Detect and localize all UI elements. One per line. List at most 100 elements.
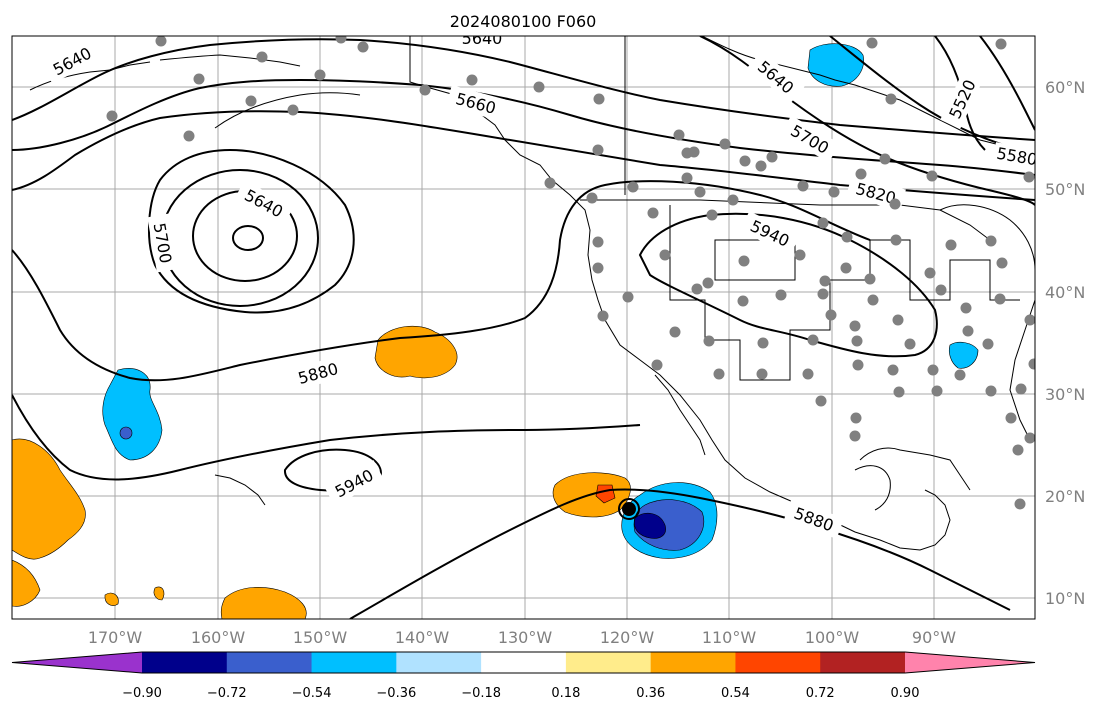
- contour-low-center: [232, 225, 264, 251]
- contour-5460: [979, 36, 1035, 131]
- station-dot: [885, 93, 897, 105]
- lon-label-170w: 170°W: [88, 628, 143, 647]
- station-dot: [256, 51, 268, 63]
- station-dot: [855, 168, 867, 180]
- colorbar-segment: [396, 652, 482, 673]
- label-bg-7: [446, 85, 506, 121]
- station-dot: [533, 81, 545, 93]
- alaska-peninsula: [214, 92, 361, 129]
- blue-anomaly-gulf: [948, 341, 979, 369]
- great-lakes-line: [939, 204, 1035, 271]
- station-dot: [889, 198, 901, 210]
- contour-5700: [12, 38, 1035, 141]
- colorbar-segment: [481, 652, 567, 673]
- contour-label-5640-top: 5640: [462, 29, 503, 48]
- station-dot: [1014, 498, 1026, 510]
- colorbar-segment: [142, 652, 228, 673]
- station-dot: [1015, 383, 1027, 395]
- station-dot: [739, 155, 751, 167]
- longitude-labels: 170°W 160°W 150°W 140°W 130°W 120°W 110°…: [88, 628, 956, 647]
- lon-label-120w: 120°W: [600, 628, 655, 647]
- aleutian-arc-1: [29, 61, 151, 91]
- label-bg-2: [234, 180, 294, 226]
- station-dot: [890, 234, 902, 246]
- label-bg-6: [324, 460, 384, 506]
- gulf-coast-line: [859, 447, 971, 491]
- lat-label-40n: 40°N: [1045, 283, 1085, 302]
- lon-label-90w: 90°W: [912, 628, 956, 647]
- lon-label-100w: 100°W: [805, 628, 860, 647]
- lat-label-10n: 10°N: [1045, 589, 1085, 608]
- label-bg-11: [940, 68, 984, 130]
- orange-anomaly-speck-1: [104, 592, 119, 606]
- lat-label-30n: 30°N: [1045, 385, 1085, 404]
- station-dot: [797, 180, 809, 192]
- station-dot: [817, 217, 829, 229]
- station-dot: [840, 262, 852, 274]
- station-dot: [593, 93, 605, 105]
- contour-5940-land: [638, 212, 938, 358]
- station-dot: [757, 337, 769, 349]
- colorbar-outline: [11, 651, 1036, 674]
- station-dot: [597, 310, 609, 322]
- lon-label-110w: 110°W: [702, 628, 757, 647]
- contour-5820: [12, 394, 641, 481]
- label-bg-12: [992, 142, 1035, 170]
- station-dot: [852, 359, 864, 371]
- colorbar-tick-label: −0.90: [122, 686, 162, 701]
- colorbar-segment: [650, 652, 736, 673]
- station-dot: [982, 338, 994, 350]
- station-dot: [819, 275, 831, 287]
- station-dot: [755, 160, 767, 172]
- map-panel: [12, 36, 1035, 619]
- station-dot: [945, 239, 957, 251]
- station-dot: [1028, 358, 1035, 370]
- navy-anomaly-hurricane-core: [634, 512, 666, 539]
- station-dot: [106, 110, 118, 122]
- station-dot: [927, 364, 939, 376]
- station-dot: [887, 364, 899, 376]
- east-coast-line: [1009, 299, 1035, 441]
- station-dot: [849, 320, 861, 332]
- lon-label-130w: 130°W: [498, 628, 553, 647]
- station-dot: [314, 69, 326, 81]
- colorbar-tick-label: −0.18: [461, 686, 501, 701]
- blue-anomaly-core: [119, 426, 133, 440]
- station-dot: [1023, 171, 1035, 183]
- station-dot: [851, 335, 863, 347]
- figure-title: 2024080100 F060: [450, 12, 597, 31]
- graticule: [12, 36, 1035, 619]
- station-dot: [586, 192, 598, 204]
- colorbar-tick-label: −0.72: [207, 686, 247, 701]
- station-dot: [962, 325, 974, 337]
- storm-center: [622, 502, 636, 516]
- station-dot: [1005, 412, 1017, 424]
- blue-anomaly-west-pacific: [102, 368, 163, 461]
- station-dot: [419, 84, 431, 96]
- station-dot: [1024, 432, 1035, 444]
- station-dot: [892, 314, 904, 326]
- station-dot: [713, 368, 725, 380]
- station-dot: [879, 153, 891, 165]
- station-dot: [155, 36, 167, 47]
- hudson-bay-line: [700, 36, 1035, 151]
- station-dot: [592, 262, 604, 274]
- lon-label-160w: 160°W: [191, 628, 246, 647]
- label-bg-9: [780, 115, 840, 163]
- station-dot: [691, 283, 703, 295]
- lat-label-60n: 60°N: [1045, 78, 1085, 97]
- station-dot: [688, 146, 700, 158]
- colorbar-segment: [820, 652, 906, 673]
- station-dot: [287, 104, 299, 116]
- station-dot: [849, 430, 861, 442]
- station-dot: [996, 257, 1008, 269]
- station-dot: [926, 170, 938, 182]
- station-dot: [828, 186, 840, 198]
- station-dot: [825, 309, 837, 321]
- label-bg-3: [454, 36, 510, 46]
- lat-label-20n: 20°N: [1045, 487, 1085, 506]
- station-dot: [1024, 314, 1035, 326]
- station-dot: [850, 412, 862, 424]
- station-dot: [627, 181, 639, 193]
- station-dot: [864, 273, 876, 285]
